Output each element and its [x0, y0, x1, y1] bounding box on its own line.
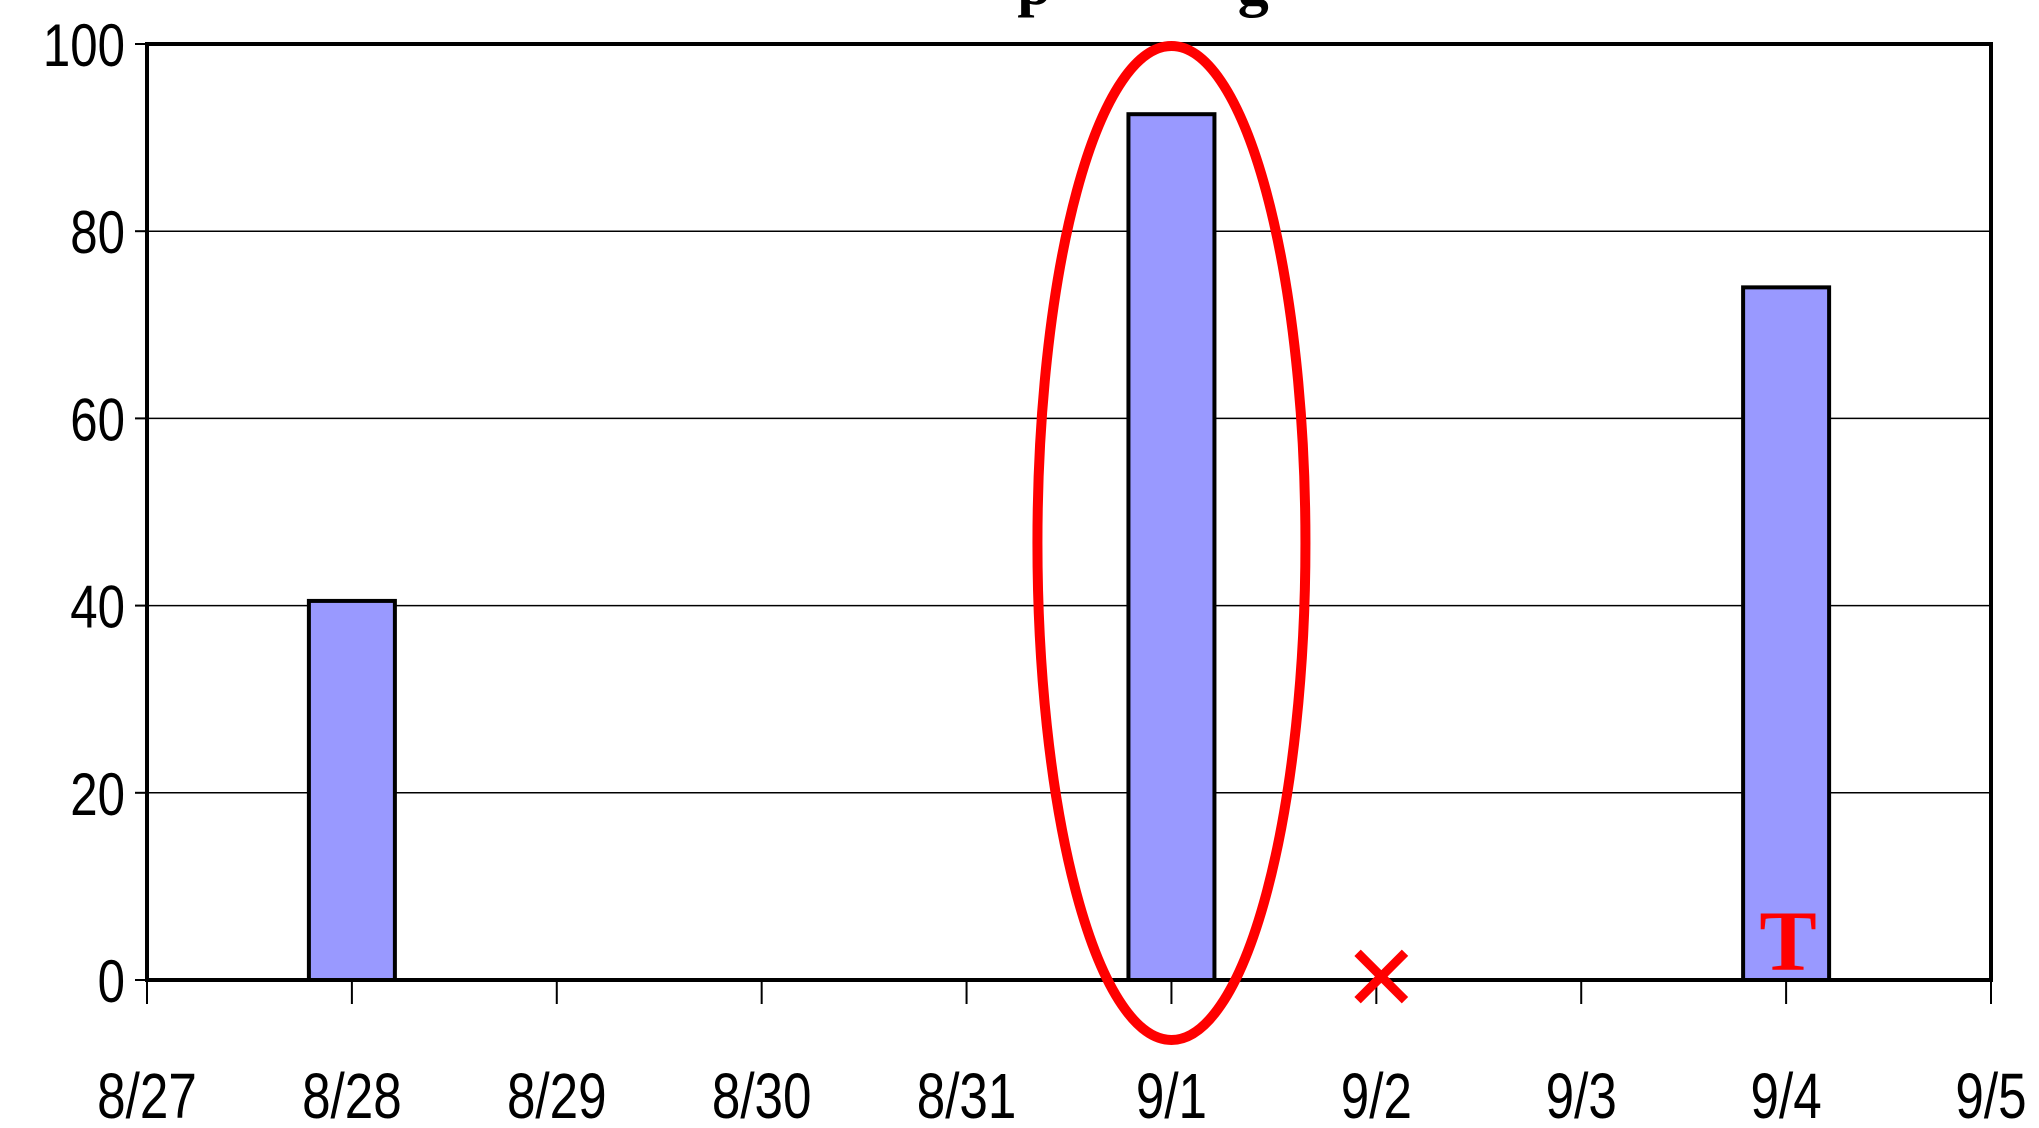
- x-tick-label-9-4: 9/4: [1751, 1062, 1822, 1128]
- x-tick-label-8-29: 8/29: [507, 1062, 607, 1128]
- y-tick-label-40: 40: [70, 573, 125, 641]
- y-tick-label-60: 60: [70, 386, 125, 454]
- x-tick-label-8-31: 8/31: [917, 1062, 1017, 1128]
- x-tick-label-9-1: 9/1: [1136, 1062, 1207, 1128]
- bar-9-4: [1741, 285, 1832, 982]
- y-axis-ticks: 0 20 40 60 80 100: [43, 11, 147, 1015]
- x-axis-ticks: 8/27 8/28 8/29 8/30 8/31 9/1 9/2 9/3 9/4 9/5: [97, 980, 2027, 1128]
- plot-frame: [145, 42, 1993, 982]
- chart-title: p g: [1017, 0, 1268, 18]
- y-tick-label-0: 0: [98, 947, 125, 1015]
- x-tick-label-8-28: 8/28: [302, 1062, 402, 1128]
- y-tick-label-80: 80: [70, 199, 125, 267]
- y-tick-label-100: 100: [43, 11, 125, 79]
- x-tick-label-9-2: 9/2: [1341, 1062, 1412, 1128]
- x-tick-label-9-5: 9/5: [1955, 1062, 2026, 1128]
- x-mark-annotation: ✕: [1343, 925, 1420, 1032]
- circle-annotation: [1032, 41, 1311, 1045]
- x-tick-label-8-30: 8/30: [712, 1062, 812, 1128]
- y-tick-label-20: 20: [70, 760, 125, 828]
- x-tick-label-9-3: 9/3: [1546, 1062, 1617, 1128]
- annotations: ✕ T: [1032, 41, 1817, 1045]
- bar-9-1: [1126, 112, 1217, 982]
- bar-8-28: [306, 598, 397, 982]
- gridlines: [147, 230, 1991, 794]
- x-tick-label-8-27: 8/27: [97, 1062, 197, 1128]
- t-mark-annotation: T: [1759, 893, 1816, 989]
